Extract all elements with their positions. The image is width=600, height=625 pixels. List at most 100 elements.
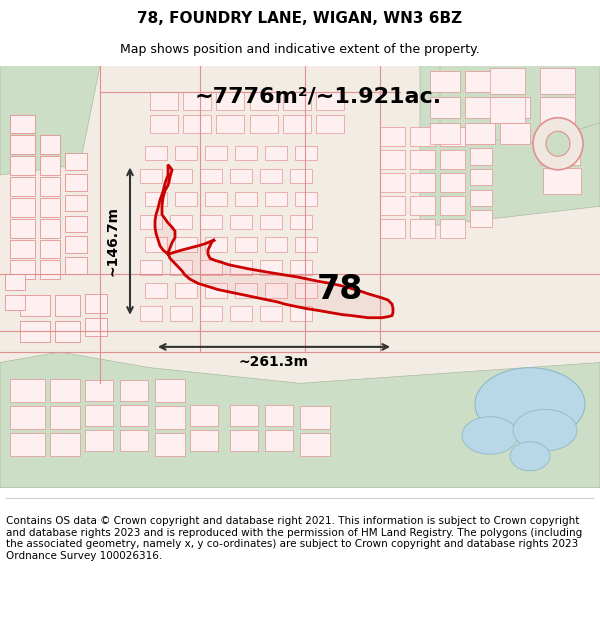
Bar bbox=[470, 169, 492, 186]
Bar bbox=[470, 127, 492, 144]
Bar bbox=[430, 123, 460, 144]
Bar bbox=[540, 133, 580, 164]
Bar bbox=[265, 146, 287, 161]
Bar bbox=[230, 214, 252, 229]
Circle shape bbox=[546, 131, 570, 156]
Bar bbox=[40, 261, 60, 279]
Bar bbox=[20, 321, 50, 342]
Bar bbox=[40, 136, 60, 154]
Polygon shape bbox=[0, 66, 100, 175]
Bar bbox=[120, 405, 148, 426]
Bar bbox=[260, 306, 282, 321]
Bar bbox=[465, 71, 495, 92]
Bar bbox=[140, 214, 162, 229]
Bar bbox=[170, 261, 192, 275]
Bar bbox=[290, 214, 312, 229]
Ellipse shape bbox=[475, 368, 585, 441]
Text: ~261.3m: ~261.3m bbox=[239, 356, 309, 369]
Bar bbox=[430, 71, 460, 92]
Bar bbox=[235, 146, 257, 161]
Bar bbox=[170, 169, 192, 183]
Bar bbox=[295, 283, 317, 298]
Bar bbox=[260, 169, 282, 183]
Bar bbox=[265, 238, 287, 252]
Bar bbox=[10, 261, 35, 279]
Polygon shape bbox=[440, 66, 600, 144]
Bar bbox=[10, 219, 35, 238]
Bar bbox=[290, 169, 312, 183]
Bar bbox=[380, 219, 405, 238]
Bar bbox=[200, 261, 222, 275]
Bar bbox=[410, 127, 435, 146]
Bar bbox=[145, 238, 167, 252]
Bar bbox=[10, 239, 35, 258]
Bar bbox=[430, 97, 460, 118]
Bar bbox=[40, 177, 60, 196]
Text: ~146.7m: ~146.7m bbox=[105, 206, 119, 276]
Bar bbox=[50, 406, 80, 429]
Bar bbox=[230, 306, 252, 321]
Bar bbox=[65, 236, 87, 253]
Bar bbox=[380, 196, 405, 214]
Ellipse shape bbox=[513, 409, 577, 451]
Bar bbox=[300, 406, 330, 429]
Ellipse shape bbox=[462, 417, 518, 454]
Bar bbox=[5, 295, 25, 311]
Bar bbox=[170, 306, 192, 321]
Bar bbox=[235, 238, 257, 252]
Text: Map shows position and indicative extent of the property.: Map shows position and indicative extent… bbox=[120, 42, 480, 56]
Bar bbox=[205, 192, 227, 206]
Bar bbox=[216, 92, 244, 111]
Bar bbox=[440, 173, 465, 192]
Bar bbox=[230, 430, 258, 451]
Bar bbox=[470, 211, 492, 227]
Bar bbox=[190, 430, 218, 451]
Bar bbox=[440, 196, 465, 214]
Bar bbox=[440, 127, 465, 146]
Bar bbox=[140, 261, 162, 275]
Bar bbox=[540, 97, 575, 123]
Bar bbox=[150, 92, 178, 111]
Bar bbox=[65, 216, 87, 232]
Text: Contains OS data © Crown copyright and database right 2021. This information is : Contains OS data © Crown copyright and d… bbox=[6, 516, 582, 561]
Bar bbox=[230, 169, 252, 183]
Bar bbox=[175, 192, 197, 206]
Bar bbox=[410, 196, 435, 214]
Bar bbox=[216, 114, 244, 133]
Bar bbox=[10, 198, 35, 217]
Bar bbox=[155, 406, 185, 429]
Bar bbox=[155, 379, 185, 402]
Bar bbox=[40, 239, 60, 258]
Bar bbox=[200, 169, 222, 183]
Bar bbox=[65, 153, 87, 170]
Bar bbox=[10, 406, 45, 429]
Bar bbox=[5, 274, 25, 289]
Bar bbox=[300, 433, 330, 456]
Bar bbox=[183, 114, 211, 133]
Bar bbox=[380, 173, 405, 192]
Bar bbox=[410, 219, 435, 238]
Bar bbox=[200, 306, 222, 321]
Bar bbox=[440, 219, 465, 238]
Bar bbox=[470, 148, 492, 164]
Bar bbox=[150, 114, 178, 133]
Bar bbox=[175, 238, 197, 252]
Bar bbox=[543, 168, 581, 194]
Bar bbox=[10, 433, 45, 456]
Bar bbox=[170, 214, 192, 229]
Bar bbox=[500, 123, 530, 144]
Bar bbox=[85, 380, 113, 401]
Bar bbox=[10, 379, 45, 402]
Bar bbox=[40, 198, 60, 217]
Bar bbox=[235, 283, 257, 298]
Bar bbox=[200, 214, 222, 229]
Bar bbox=[250, 114, 278, 133]
Bar bbox=[540, 68, 575, 94]
Polygon shape bbox=[155, 164, 393, 318]
Bar bbox=[470, 189, 492, 206]
Bar bbox=[65, 174, 87, 191]
Bar bbox=[175, 283, 197, 298]
Bar bbox=[50, 433, 80, 456]
Bar bbox=[380, 127, 405, 146]
Bar bbox=[10, 136, 35, 154]
